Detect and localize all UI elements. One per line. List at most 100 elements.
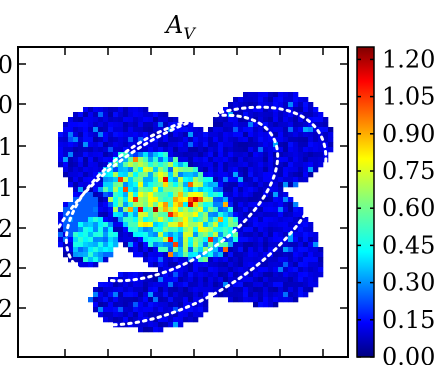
map-pixel <box>213 152 219 158</box>
map-pixel <box>313 247 319 253</box>
map-pixel <box>288 167 294 173</box>
map-pixel <box>68 212 74 218</box>
map-pixel <box>248 287 254 293</box>
map-pixel <box>253 242 259 248</box>
map-pixel <box>223 182 229 188</box>
chart-title: AV <box>164 11 196 43</box>
map-pixel <box>98 187 104 193</box>
map-pixel <box>298 292 304 298</box>
map-pixel <box>213 167 219 173</box>
map-pixel <box>83 117 89 123</box>
map-pixel <box>253 212 259 218</box>
map-pixel <box>203 267 209 273</box>
map-pixel <box>173 302 179 308</box>
map-pixel <box>263 217 269 223</box>
map-pixel <box>163 257 169 263</box>
map-pixel <box>158 172 164 178</box>
map-pixel <box>173 277 179 283</box>
map-pixel <box>78 172 84 178</box>
map-pixel <box>138 112 144 118</box>
map-pixel <box>253 97 259 103</box>
map-pixel <box>233 247 239 253</box>
map-pixel <box>183 257 189 263</box>
map-pixel <box>288 297 294 303</box>
map-pixel <box>68 182 74 188</box>
map-pixel <box>188 177 194 183</box>
map-pixel <box>188 202 194 208</box>
map-pixel <box>223 237 229 243</box>
map-pixel <box>203 137 209 143</box>
map-pixel <box>298 132 304 138</box>
map-pixel <box>233 97 239 103</box>
map-pixel <box>188 232 194 238</box>
map-pixel <box>198 142 204 148</box>
map-pixel <box>113 217 119 223</box>
map-pixel <box>208 217 214 223</box>
map-pixel <box>103 242 109 248</box>
map-pixel <box>123 222 129 228</box>
map-pixel <box>183 172 189 178</box>
map-pixel <box>108 237 114 243</box>
map-pixel <box>88 297 94 303</box>
map-pixel <box>143 122 149 128</box>
map-pixel <box>118 287 124 293</box>
map-pixel <box>238 162 244 168</box>
map-pixel <box>223 242 229 248</box>
map-pixel <box>218 182 224 188</box>
map-pixel <box>188 137 194 143</box>
map-pixel <box>138 292 144 298</box>
map-pixel <box>158 147 164 153</box>
map-pixel <box>228 262 234 268</box>
map-pixel <box>213 132 219 138</box>
map-pixel <box>168 182 174 188</box>
map-pixel <box>238 122 244 128</box>
map-pixel <box>158 322 164 328</box>
map-pixel <box>233 157 239 163</box>
map-pixel <box>143 147 149 153</box>
map-pixel <box>293 107 299 113</box>
map-pixel <box>288 132 294 138</box>
map-pixel <box>313 162 319 168</box>
map-pixel <box>108 117 114 123</box>
map-pixel <box>218 122 224 128</box>
map-pixel <box>173 132 179 138</box>
map-pixel <box>293 237 299 243</box>
map-pixel <box>168 242 174 248</box>
map-pixel <box>223 232 229 238</box>
map-pixel <box>323 117 329 123</box>
map-pixel <box>83 132 89 138</box>
map-pixel <box>128 242 134 248</box>
map-pixel <box>148 232 154 238</box>
map-pixel <box>88 167 94 173</box>
map-pixel <box>208 132 214 138</box>
map-pixel <box>103 237 109 243</box>
map-pixel <box>153 282 159 288</box>
map-pixel <box>263 137 269 143</box>
map-pixel <box>193 222 199 228</box>
map-pixel <box>93 147 99 153</box>
map-pixel <box>103 222 109 228</box>
map-pixel <box>213 182 219 188</box>
map-pixel <box>123 187 129 193</box>
map-pixel <box>253 302 259 308</box>
map-pixel <box>183 282 189 288</box>
map-pixel <box>198 307 204 313</box>
map-pixel <box>213 187 219 193</box>
map-pixel <box>128 287 134 293</box>
map-pixel <box>78 182 84 188</box>
map-pixel <box>258 112 264 118</box>
map-pixel <box>298 97 304 103</box>
map-pixel <box>278 122 284 128</box>
map-pixel <box>203 302 209 308</box>
map-pixel <box>158 157 164 163</box>
map-pixel <box>193 287 199 293</box>
map-pixel <box>268 267 274 273</box>
map-pixel <box>163 187 169 193</box>
map-pixel <box>233 167 239 173</box>
map-pixel <box>178 267 184 273</box>
map-pixel <box>93 187 99 193</box>
map-pixel <box>73 192 79 198</box>
map-pixel <box>188 287 194 293</box>
map-pixel <box>98 117 104 123</box>
map-pixel <box>143 152 149 158</box>
